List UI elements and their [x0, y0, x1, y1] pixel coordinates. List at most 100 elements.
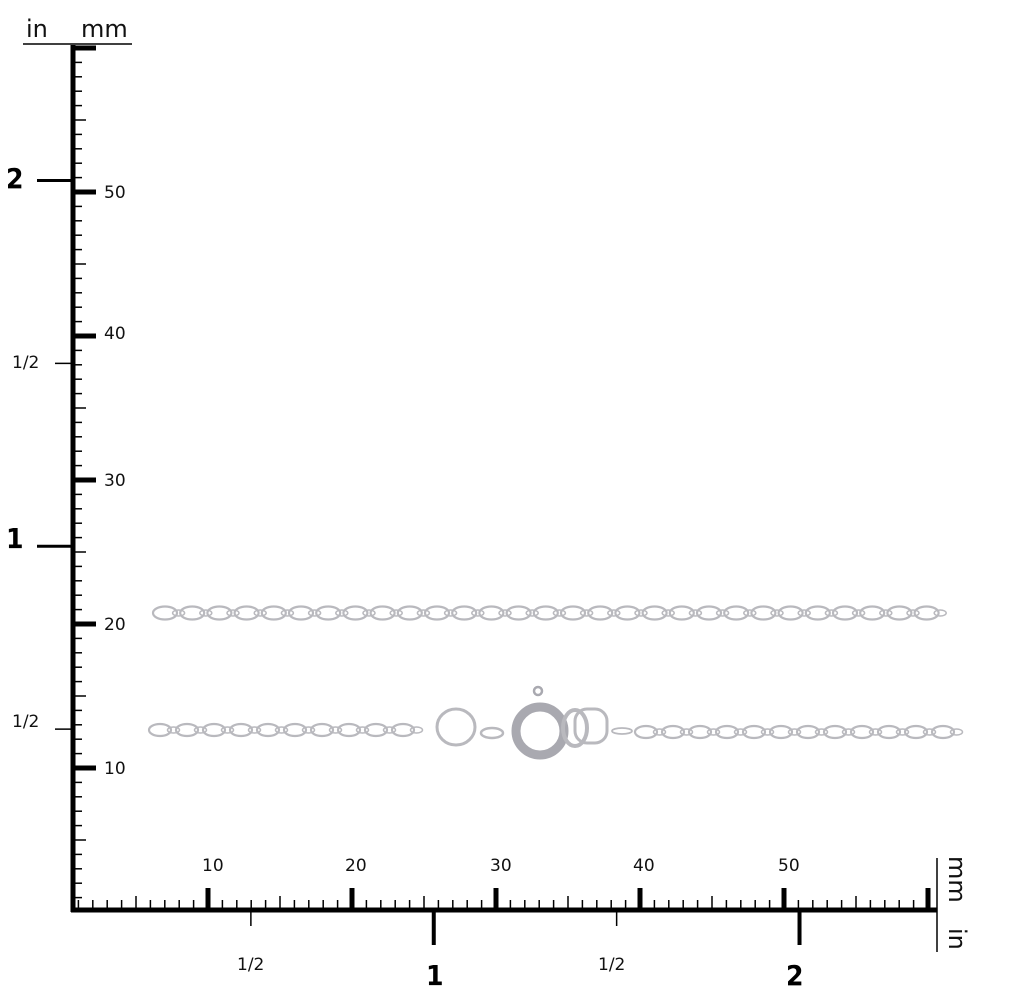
chain-link: [587, 605, 614, 621]
chain-link: [679, 728, 694, 736]
chain-link: [389, 609, 403, 617]
chain-link: [876, 724, 902, 740]
chain-link: [390, 722, 416, 738]
v-mm-label-50: 50: [104, 183, 126, 203]
chain-link: [851, 609, 866, 617]
chain-link: [233, 605, 260, 621]
chain-link: [668, 605, 695, 621]
chain-link: [505, 605, 532, 621]
chain-link: [768, 724, 794, 740]
chain-link: [614, 605, 641, 621]
chain-link: [661, 609, 675, 617]
h-in-unit: in: [943, 928, 971, 950]
chain-link: [228, 722, 254, 738]
chain-link: [443, 609, 458, 617]
chain-link: [179, 605, 206, 621]
chain-link: [824, 609, 839, 617]
chain-link: [831, 605, 859, 621]
chain-link: [559, 605, 587, 621]
clasp-pull: [532, 685, 544, 697]
h-in-label-1-half: 1/2: [598, 955, 625, 975]
horizontal-ruler-ticks: [77, 888, 931, 945]
chain-link: [479, 726, 505, 740]
chain-link: [220, 726, 235, 734]
v-mm-label-30: 30: [104, 471, 126, 491]
chain-link: [733, 728, 748, 736]
chain-link: [723, 605, 750, 621]
chain-link: [247, 726, 262, 734]
chain-link: [199, 609, 213, 617]
chain-link: [895, 728, 910, 736]
chain-link: [859, 605, 886, 621]
chain-link: [611, 727, 633, 735]
chain-link: [814, 728, 829, 736]
chain-link: [435, 707, 477, 747]
chain-link: [688, 609, 703, 617]
v-mm-label-40: 40: [104, 324, 126, 344]
chain-link: [328, 726, 343, 734]
chain-link: [171, 609, 186, 617]
v-mm-label-20: 20: [104, 615, 126, 635]
chain-link: [787, 728, 802, 736]
chain-link: [750, 605, 777, 621]
chain-link: [147, 722, 173, 738]
chain-link: [226, 609, 240, 617]
chain-link: [715, 609, 730, 617]
chain-link: [849, 724, 875, 740]
chain-link: [336, 722, 362, 738]
h-mm-label-40: 40: [633, 856, 655, 876]
chain-link: [206, 605, 233, 621]
chain-link: [777, 605, 804, 621]
chain-link: [335, 609, 349, 617]
chain-link: [652, 728, 667, 736]
chain-link: [409, 726, 424, 734]
v-mm-label-10: 10: [104, 759, 126, 779]
h-in-label-1: 1: [426, 959, 444, 988]
chain-link: [382, 726, 397, 734]
chain-link: [396, 605, 423, 621]
h-in-label-half: 1/2: [237, 955, 264, 975]
chain-link: [423, 605, 451, 621]
chain-link: [634, 609, 648, 617]
chain-link: [274, 726, 289, 734]
chain-link: [280, 609, 295, 617]
chain-link: [886, 605, 913, 621]
vertical-in-unit: in: [26, 15, 48, 43]
chain-link: [362, 609, 376, 617]
chain-link: [307, 609, 322, 617]
chain-link: [255, 722, 281, 738]
chain-link: [478, 605, 505, 621]
chain-link: [451, 605, 478, 621]
chain-link: [695, 605, 723, 621]
chain-image: [147, 605, 964, 760]
h-mm-label-30: 30: [490, 856, 512, 876]
chain-link: [930, 724, 956, 740]
chain-link: [795, 724, 821, 740]
v-in-label-1-half: 1/2: [12, 353, 39, 373]
h-in-label-2: 2: [786, 959, 804, 988]
chain-link: [949, 728, 964, 736]
chain-link: [342, 605, 369, 621]
chain-link: [315, 605, 342, 621]
chain-link: [903, 724, 929, 740]
chain-link: [166, 726, 181, 734]
chain-link: [922, 728, 937, 736]
chain-link: [282, 722, 308, 738]
h-mm-unit: mm: [943, 856, 971, 903]
chain-link: [416, 609, 431, 617]
chain-link: [770, 609, 784, 617]
chain-link: [822, 724, 848, 740]
chain-link: [471, 609, 485, 617]
chain-link: [174, 722, 200, 738]
h-mm-label-10: 10: [202, 856, 224, 876]
chain-link: [706, 728, 721, 736]
chain-link: [193, 726, 208, 734]
chain-link: [309, 722, 335, 738]
chain-link: [301, 726, 316, 734]
chain-link: [498, 609, 512, 617]
chain-link: [561, 708, 589, 748]
chain-link: [201, 722, 227, 738]
chain-link: [797, 609, 811, 617]
chain-link: [607, 609, 621, 617]
